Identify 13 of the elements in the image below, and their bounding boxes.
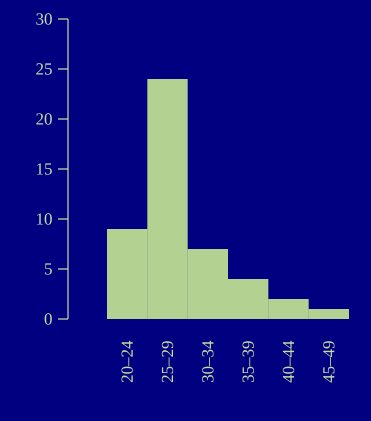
y-tick-label: 0	[44, 313, 52, 325]
y-tick-label: 20	[36, 113, 52, 125]
x-tick-label: 20–24	[121, 340, 133, 382]
y-tick-label: 30	[36, 13, 52, 25]
x-tick-label: 35–39	[242, 341, 254, 382]
x-tick-label: 25–29	[162, 341, 174, 382]
x-tick-label: 30–34	[202, 340, 214, 382]
y-tick-label: 5	[44, 263, 52, 275]
x-tick-label: 40–44	[282, 340, 294, 383]
y-tick-label: 15	[37, 163, 52, 175]
x-tick-label: 45–49	[323, 341, 335, 383]
y-tick-label: 25	[36, 63, 52, 75]
y-tick-label: 10	[37, 213, 52, 225]
